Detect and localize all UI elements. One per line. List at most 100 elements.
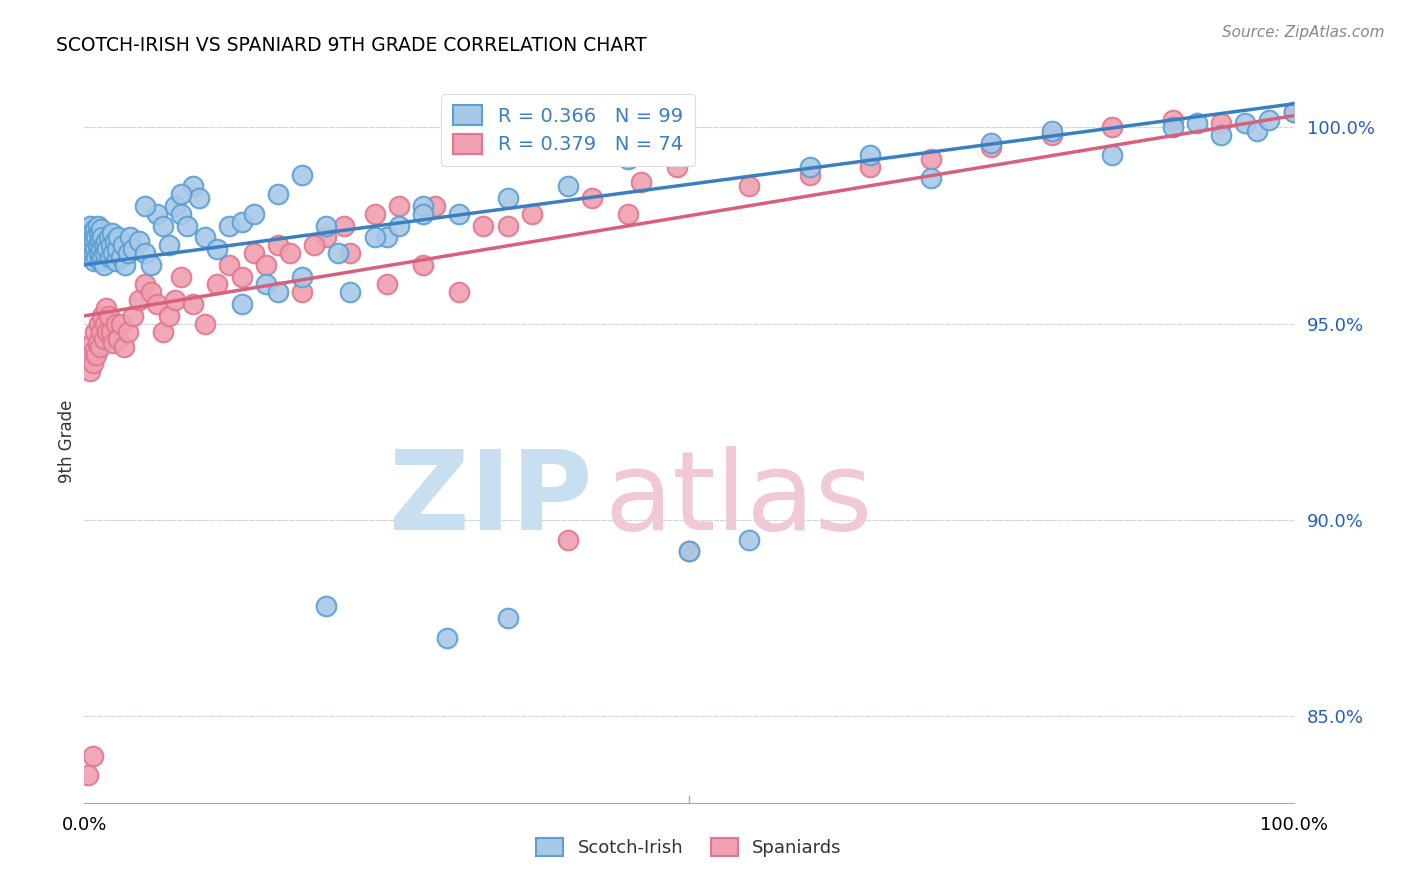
Point: [82, 246, 104, 260]
Point: [94, 317, 117, 331]
Point: [496, 219, 519, 233]
Point: [89, 253, 111, 268]
Point: [89, 234, 111, 248]
Point: [86, 336, 108, 351]
Point: [103, 336, 125, 351]
Y-axis label: 9th Grade: 9th Grade: [58, 400, 76, 483]
Point: [134, 199, 156, 213]
Point: [339, 285, 361, 300]
Point: [859, 160, 882, 174]
Point: [84, 242, 107, 256]
Point: [412, 258, 434, 272]
Point: [328, 246, 350, 260]
Point: [128, 293, 150, 308]
Point: [375, 277, 398, 292]
Point: [86, 238, 108, 252]
Point: [101, 227, 124, 241]
Point: [1101, 120, 1123, 135]
Point: [278, 246, 301, 260]
Point: [267, 238, 290, 252]
Point: [1101, 148, 1123, 162]
Point: [1282, 104, 1305, 119]
Point: [90, 222, 112, 236]
Point: [94, 234, 117, 248]
Point: [799, 160, 821, 174]
Point: [920, 171, 942, 186]
Point: [120, 230, 142, 244]
Point: [520, 207, 543, 221]
Point: [128, 234, 150, 248]
Point: [82, 748, 104, 763]
Point: [449, 207, 471, 221]
Text: SCOTCH-IRISH VS SPANIARD 9TH GRADE CORRELATION CHART: SCOTCH-IRISH VS SPANIARD 9TH GRADE CORRE…: [56, 36, 647, 54]
Point: [121, 309, 143, 323]
Point: [157, 238, 180, 252]
Point: [920, 152, 942, 166]
Point: [363, 207, 385, 221]
Point: [630, 175, 652, 189]
Point: [91, 250, 114, 264]
Point: [1282, 104, 1305, 119]
Point: [79, 364, 101, 378]
Point: [291, 269, 314, 284]
Point: [363, 230, 385, 244]
Point: [152, 325, 174, 339]
Point: [388, 219, 411, 233]
Point: [146, 207, 169, 221]
Point: [152, 219, 174, 233]
Point: [104, 317, 127, 331]
Point: [105, 242, 128, 256]
Point: [738, 533, 761, 547]
Point: [980, 140, 1002, 154]
Point: [315, 230, 337, 244]
Point: [1185, 116, 1208, 130]
Point: [93, 238, 115, 252]
Point: [121, 242, 143, 256]
Point: [87, 317, 110, 331]
Point: [82, 230, 104, 244]
Point: [207, 242, 229, 256]
Point: [93, 333, 115, 347]
Point: [1161, 112, 1184, 127]
Point: [1209, 128, 1232, 143]
Point: [96, 242, 118, 256]
Point: [93, 258, 115, 272]
Point: [291, 285, 314, 300]
Point: [157, 309, 180, 323]
Point: [449, 285, 471, 300]
Point: [218, 219, 240, 233]
Point: [980, 136, 1002, 150]
Point: [617, 152, 640, 166]
Point: [388, 199, 411, 213]
Point: [91, 230, 114, 244]
Point: [114, 258, 136, 272]
Point: [112, 340, 135, 354]
Point: [100, 325, 122, 339]
Point: [87, 227, 110, 241]
Point: [104, 234, 127, 248]
Point: [94, 301, 117, 315]
Point: [134, 246, 156, 260]
Point: [170, 269, 193, 284]
Text: Source: ZipAtlas.com: Source: ZipAtlas.com: [1222, 25, 1385, 40]
Point: [79, 242, 101, 256]
Point: [267, 187, 290, 202]
Point: [86, 219, 108, 233]
Point: [231, 214, 253, 228]
Point: [412, 199, 434, 213]
Point: [194, 317, 217, 331]
Point: [472, 219, 495, 233]
Point: [412, 207, 434, 221]
Point: [1209, 116, 1232, 130]
Point: [678, 544, 700, 558]
Point: [86, 250, 108, 264]
Point: [617, 207, 640, 221]
Point: [1246, 124, 1268, 138]
Point: [496, 611, 519, 625]
Point: [100, 238, 122, 252]
Point: [83, 253, 105, 268]
Point: [77, 348, 100, 362]
Point: [117, 246, 139, 260]
Point: [496, 191, 519, 205]
Point: [315, 599, 337, 614]
